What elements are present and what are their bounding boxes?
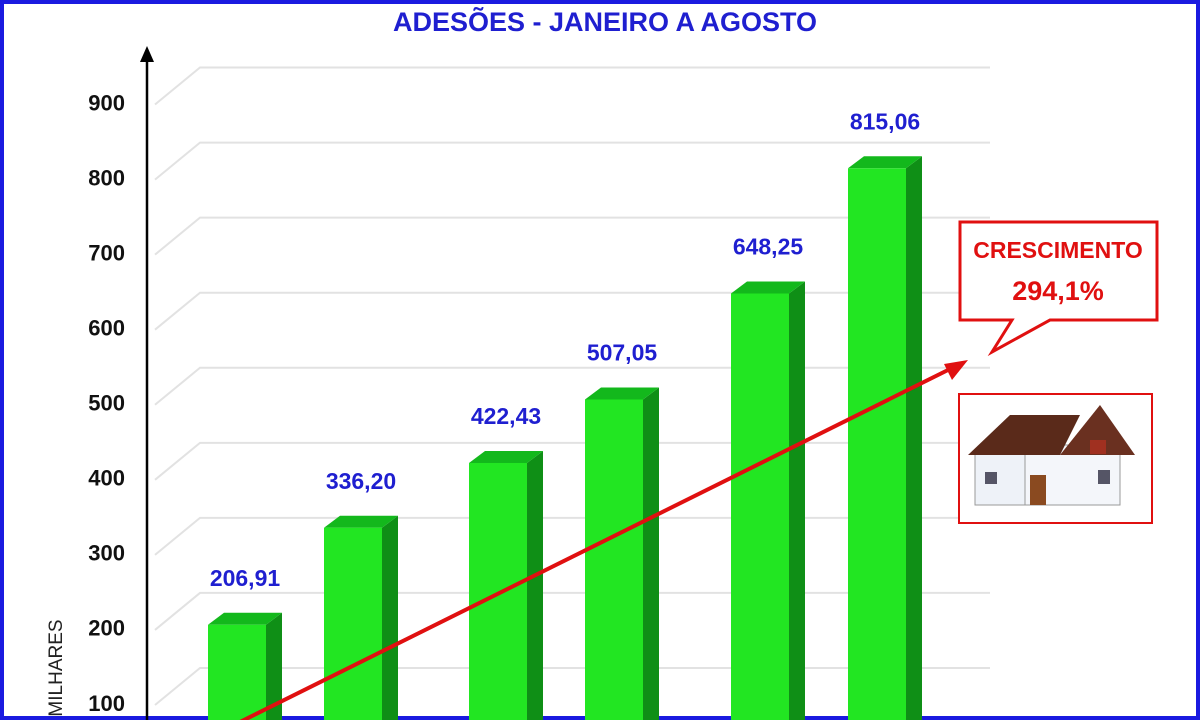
y-tick-label: 400: [88, 466, 125, 491]
bar-side: [906, 156, 922, 720]
bar: [731, 293, 789, 720]
grid-line: [154, 216, 990, 256]
y-tick-label: 800: [88, 165, 125, 190]
y-tick-label: 700: [88, 240, 125, 265]
grid-line: [154, 141, 990, 181]
house-box: [958, 393, 1153, 524]
trend-arrow-head: [944, 360, 968, 380]
trend-arrow: [239, 367, 951, 720]
bar: [469, 462, 527, 720]
bar: [324, 527, 382, 720]
y-tick-label: 900: [88, 90, 125, 115]
bar-side: [789, 281, 805, 720]
value-label: 206,91: [210, 565, 281, 591]
bar: [208, 624, 266, 720]
grid-line: [154, 441, 990, 481]
chart-title: ADESÕES - JANEIRO A AGOSTO: [393, 6, 817, 37]
y-axis-label: MILHARES: [46, 619, 67, 716]
grid-line: [154, 666, 990, 706]
grid: [154, 66, 990, 706]
value-label: 648,25: [733, 234, 804, 260]
bar-top: [208, 612, 282, 625]
bar-side: [382, 515, 398, 720]
value-label: 336,20: [326, 468, 396, 494]
y-tick-label: 200: [88, 616, 125, 641]
grid-line: [154, 516, 990, 556]
value-label: 422,43: [471, 403, 541, 429]
y-axis-arrow: [140, 46, 154, 62]
bar-side: [266, 612, 282, 720]
bar: [848, 168, 906, 720]
bar-top: [324, 515, 398, 528]
grid-line: [154, 366, 990, 406]
callout: [958, 220, 1159, 357]
bars: [208, 156, 922, 720]
bar-top: [469, 450, 543, 463]
bar-side: [643, 387, 659, 720]
bar-top: [585, 387, 659, 400]
value-label: 815,06: [850, 108, 920, 134]
bar-top: [848, 156, 922, 169]
y-tick-label: 300: [88, 541, 125, 566]
bar-side: [527, 450, 543, 720]
bar: [585, 399, 643, 720]
annotation: CRESCIMENTO: [973, 237, 1143, 263]
y-tick-label: 600: [88, 316, 125, 341]
grid-line: [154, 591, 990, 631]
y-tick-label: 500: [88, 391, 125, 416]
grid-line: [154, 291, 990, 331]
y-tick-label: 100: [88, 691, 125, 716]
value-label: 507,05: [587, 340, 658, 366]
grid-line: [154, 66, 990, 106]
bar-top: [731, 281, 805, 294]
annotation: 294,1%: [1012, 276, 1104, 306]
